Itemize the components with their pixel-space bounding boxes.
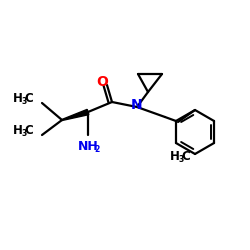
- Text: 3: 3: [22, 128, 26, 138]
- Text: O: O: [96, 75, 108, 89]
- Text: NH: NH: [78, 140, 98, 153]
- Text: 2: 2: [94, 146, 100, 154]
- Text: C: C: [182, 150, 190, 164]
- Text: H: H: [13, 92, 23, 104]
- Text: 3: 3: [22, 96, 26, 106]
- Polygon shape: [62, 109, 89, 120]
- Text: H: H: [13, 124, 23, 136]
- Text: H: H: [170, 150, 180, 164]
- Text: N: N: [131, 98, 143, 112]
- Text: C: C: [24, 124, 34, 136]
- Text: C: C: [24, 92, 34, 104]
- Text: 3: 3: [178, 156, 184, 164]
